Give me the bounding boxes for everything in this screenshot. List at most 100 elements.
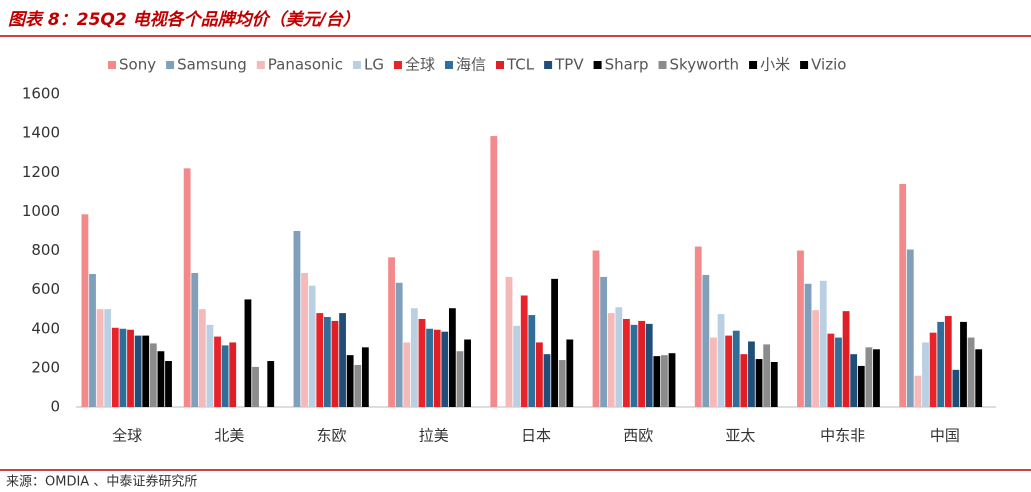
bar [857,365,865,407]
bar [668,353,676,407]
bar [111,327,119,407]
bar [937,321,945,407]
bar [732,330,740,407]
legend-label: 全球 [405,56,435,74]
bar [944,316,952,407]
bar [960,321,967,407]
bar [346,355,354,407]
bar [81,214,89,407]
legend-swatch [658,61,667,69]
bar [850,354,858,407]
bar [142,335,150,407]
legend-label: Panasonic [268,56,343,74]
x-tick-label: 亚太 [725,427,755,445]
bar [725,335,733,407]
bar [448,308,456,407]
legend-label: 小米 [760,56,790,74]
legend-label: 海信 [456,56,486,74]
bar [812,310,820,407]
bar [558,360,566,407]
legend-swatch [256,61,265,69]
y-tick-label: 0 [50,398,60,416]
legend-swatch [108,61,116,69]
bar [804,283,812,407]
chart-title: 图表 8：25Q2 电视各个品牌均价（美元/台） [8,10,360,30]
bar [339,313,346,407]
bar [134,335,142,407]
legend-swatch [393,61,402,69]
legend-label: Sharp [605,56,649,74]
bar [630,324,638,407]
bar [645,323,653,407]
bar [252,366,259,407]
bar [456,351,464,407]
bar [183,168,191,407]
bar [740,354,748,407]
bar [229,342,237,407]
bar [770,362,778,407]
x-tick-label: 全球 [112,427,142,445]
bar [403,342,411,407]
bar [694,246,702,407]
legend-label: Skyworth [670,56,740,74]
bar [842,311,850,407]
legend-swatch [495,61,504,69]
bar [267,361,275,407]
bar [513,325,520,407]
bar [206,324,214,407]
legend-label: LG [364,56,384,74]
bar [520,295,528,407]
bar [607,313,615,407]
bar [426,328,433,407]
bar [96,309,104,407]
bar [354,364,362,407]
bar [165,361,172,407]
bar [536,342,543,407]
y-tick-label: 1400 [22,124,60,142]
bar [89,273,96,407]
y-tick-label: 1200 [22,163,60,181]
legend-label: Sony [119,56,156,74]
bar [490,136,498,407]
bar [914,375,922,407]
bar [464,339,471,407]
bar [395,282,403,407]
bar [835,337,842,407]
bar [653,356,661,407]
y-tick-label: 1600 [22,85,60,103]
bar [661,355,668,407]
bar [410,308,418,407]
bar [191,272,199,407]
bar [763,344,771,407]
bar [967,337,975,407]
bar [198,309,206,407]
bar [293,230,301,407]
bar [433,329,441,407]
bar [149,343,157,407]
source: 来源：OMDIA 、中泰证券研究所 [6,474,197,490]
bar [592,250,600,407]
x-tick-label: 拉美 [419,427,449,445]
bar [929,332,937,407]
bar [331,320,339,407]
legend-label: Samsung [177,56,247,74]
bar [104,309,112,407]
x-tick-label: 中东非 [820,427,865,445]
bar [441,331,449,407]
y-tick-label: 600 [31,280,60,298]
bar [623,318,630,407]
bar [600,276,608,407]
bar [755,359,763,407]
bar [157,351,165,407]
legend-swatch [444,61,453,69]
bar [748,341,755,407]
bar [638,320,646,407]
bar [505,276,513,407]
bar [906,249,914,407]
bar [710,337,717,407]
legend-swatch [593,61,602,69]
bar [975,349,983,407]
bar [221,345,229,407]
bar [827,333,835,407]
